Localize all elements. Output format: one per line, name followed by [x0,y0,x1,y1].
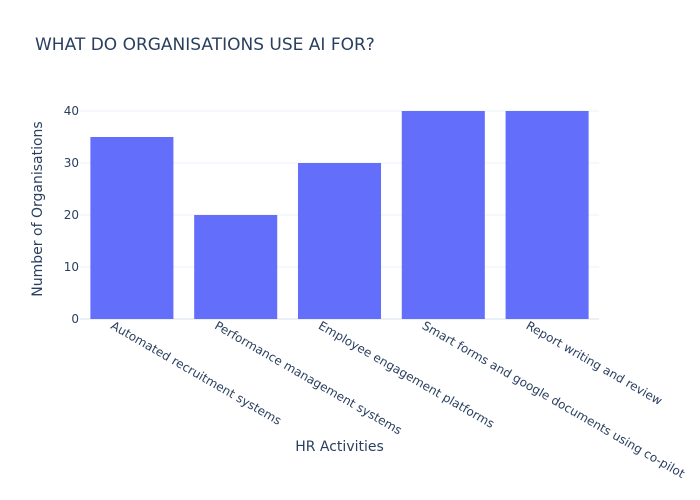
bars [90,111,589,319]
y-axis-title: Number of Organisations [30,121,46,296]
y-tick-label: 30 [64,156,79,170]
bar-2 [194,215,278,319]
y-tick-labels: 0 10 20 30 40 [64,104,79,326]
y-tick-label: 0 [71,312,79,326]
y-tick-label: 40 [64,104,79,118]
bar-5 [505,111,589,319]
bar-1 [90,137,174,319]
y-tick-label: 20 [64,208,79,222]
bar-4 [401,111,485,319]
y-tick-label: 10 [64,260,79,274]
x-axis-title: HR Activities [295,439,384,455]
chart-title: WHAT DO ORGANISATIONS USE AI FOR? [35,35,375,55]
bar-3 [297,163,382,319]
